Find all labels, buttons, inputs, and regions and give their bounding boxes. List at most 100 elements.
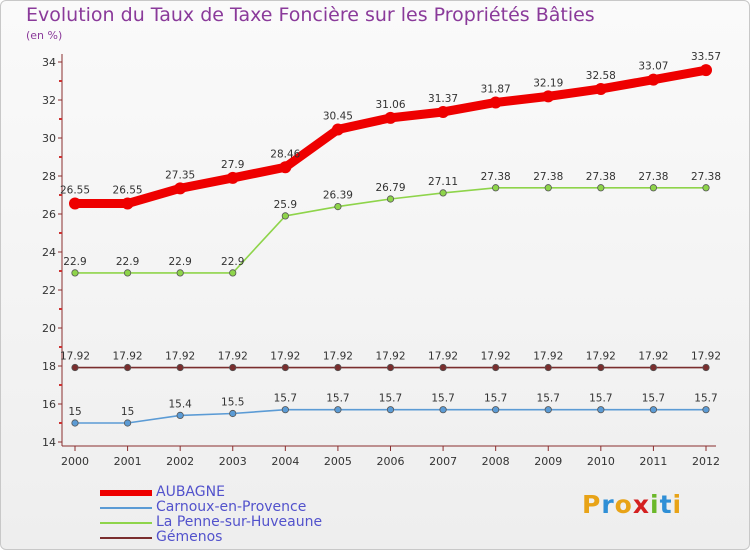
x-tick-label: 2012 [692,455,720,468]
data-label: 17.92 [691,351,721,363]
legend-item: Carnoux-en-Provence [100,499,420,515]
data-label: 15.7 [589,393,612,405]
legend-label: Gémenos [156,529,223,545]
x-tick-label: 2002 [166,455,194,468]
data-point [71,419,79,427]
y-tick-label: 32 [42,94,56,107]
data-point [71,269,79,277]
data-point [334,406,342,414]
y-tick-label: 34 [42,56,56,69]
data-label: 22.9 [221,256,244,268]
data-point [176,269,184,277]
data-label: 26.39 [323,190,353,202]
y-tick-label: 20 [42,322,56,335]
x-tick-label: 2006 [377,455,405,468]
data-label: 15 [121,406,134,418]
chart-title: Evolution du Taux de Taxe Foncière sur l… [26,4,595,26]
data-point [229,409,237,418]
data-point [123,269,132,277]
data-label: 27.35 [165,169,195,181]
data-label: 27.38 [691,171,721,183]
data-label: 25.9 [274,199,297,211]
data-point [439,363,447,372]
data-label: 17.92 [375,351,405,363]
data-point [386,406,395,414]
data-point [702,406,710,414]
data-point [700,64,712,77]
logo-letter: P [582,490,602,519]
legend-item: Gémenos [100,529,420,545]
legend-swatch [100,522,152,524]
data-label: 27.9 [221,159,244,171]
logo-letter: i [650,490,660,519]
x-tick-label: 2008 [482,455,510,468]
data-point [544,363,552,372]
data-label: 22.9 [63,256,86,268]
data-point [702,363,710,372]
data-label: 32.58 [586,70,616,82]
data-point [176,363,184,372]
data-point [279,161,292,174]
legend-label: AUBAGNE [156,484,225,500]
data-label: 26.79 [375,182,405,194]
data-label: 33.57 [691,51,721,63]
data-label: 15.7 [326,393,349,405]
data-point [649,406,658,414]
x-tick-label: 2004 [271,455,299,468]
legend-swatch [100,490,152,496]
data-label: 15.7 [274,393,297,405]
series-2: 22.9 22.9 22.9 22.9 25.9 26.39 26.79 27.11 27.38… [63,171,721,277]
x-tick-label: 2009 [534,455,562,468]
data-label: 22.9 [168,256,191,268]
y-tick-label: 18 [42,360,56,373]
data-label: 17.92 [60,351,90,363]
data-label: 17.92 [218,351,248,363]
data-label: 31.37 [428,93,458,105]
logo-letter: x [632,490,650,519]
unit-label: (en %) [26,29,63,42]
y-tick-label: 24 [42,246,56,259]
data-label: 33.07 [638,61,668,73]
y-tick-label: 22 [42,284,56,297]
data-point [69,197,81,210]
data-label: 27.38 [638,171,668,183]
data-label: 26.55 [113,185,143,197]
x-tick-label: 2003 [219,455,247,468]
data-label: 22.9 [116,256,139,268]
data-point [492,184,500,192]
data-point [121,197,134,210]
data-point [334,202,342,211]
data-point [492,363,500,372]
data-label: 15.7 [484,393,507,405]
data-label: 27.11 [428,176,458,188]
data-label: 32.19 [533,77,563,89]
proxiti-logo: Proxiti [582,490,682,519]
data-label: 15.7 [642,393,665,405]
data-label: 17.92 [481,351,511,363]
data-point [281,406,289,414]
legend-swatch [100,507,152,509]
y-tick-label: 30 [42,132,56,145]
data-label: 17.92 [533,351,563,363]
y-tick-label: 26 [42,208,56,221]
legend-item: AUBAGNE [100,484,420,500]
data-point [281,212,289,220]
y-tick-label: 16 [42,398,56,411]
data-label: 15.5 [221,397,244,409]
data-point [386,363,395,372]
series-0: 26.55 26.55 27.35 27.9 28.46 30.45 31.06 31.37 3… [60,51,721,210]
data-label: 17.92 [165,351,195,363]
series-3: 17.92 17.92 17.92 17.92 17.92 17.92 17.92 17.92… [60,351,721,372]
data-point [702,184,710,192]
data-point [331,123,344,136]
data-label: 26.55 [60,185,90,197]
data-label: 28.46 [270,148,300,160]
legend-label: La Penne-sur-Huveaune [156,514,323,530]
data-point [123,419,132,427]
data-point [597,184,605,192]
data-point [544,184,552,192]
data-label: 17.92 [586,351,616,363]
data-label: 27.38 [481,171,511,183]
data-point [174,182,187,195]
